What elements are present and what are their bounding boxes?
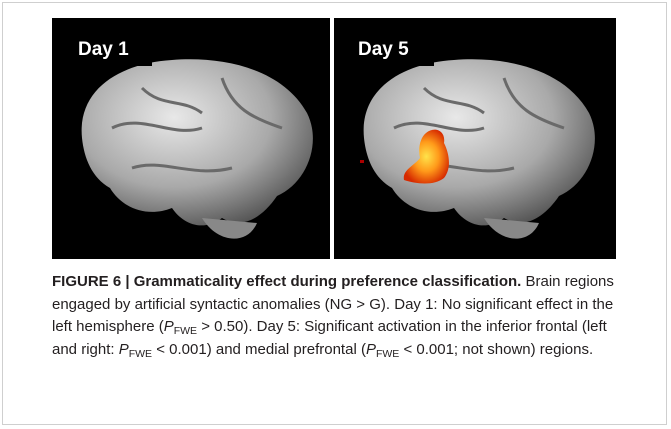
caption-title: FIGURE 6 | Grammaticality effect during … (52, 273, 521, 290)
caption-symbol: P (119, 341, 129, 358)
caption-symbol: P (164, 318, 174, 335)
caption-subscript: FWE (129, 348, 152, 360)
page: Day 1 Day 5 FIGURE 6 | Grammaticality ef… (0, 0, 671, 429)
figure-caption: FIGURE 6 | Grammaticality effect during … (52, 271, 627, 361)
panel-label: Day 5 (358, 39, 409, 60)
caption-text: < 0.001) and medial prefrontal ( (152, 341, 366, 358)
caption-symbol: P (366, 341, 376, 358)
caption-subscript: FWE (376, 348, 399, 360)
panel-label: Day 1 (78, 39, 129, 60)
figure-panels: Day 1 Day 5 (52, 18, 616, 260)
caption-text: < 0.001; not shown) regions. (399, 341, 593, 358)
panel-day1: Day 1 (52, 18, 330, 259)
activation-speck (360, 160, 364, 163)
panel-day5: Day 5 (334, 18, 616, 259)
caption-subscript: FWE (174, 325, 197, 337)
